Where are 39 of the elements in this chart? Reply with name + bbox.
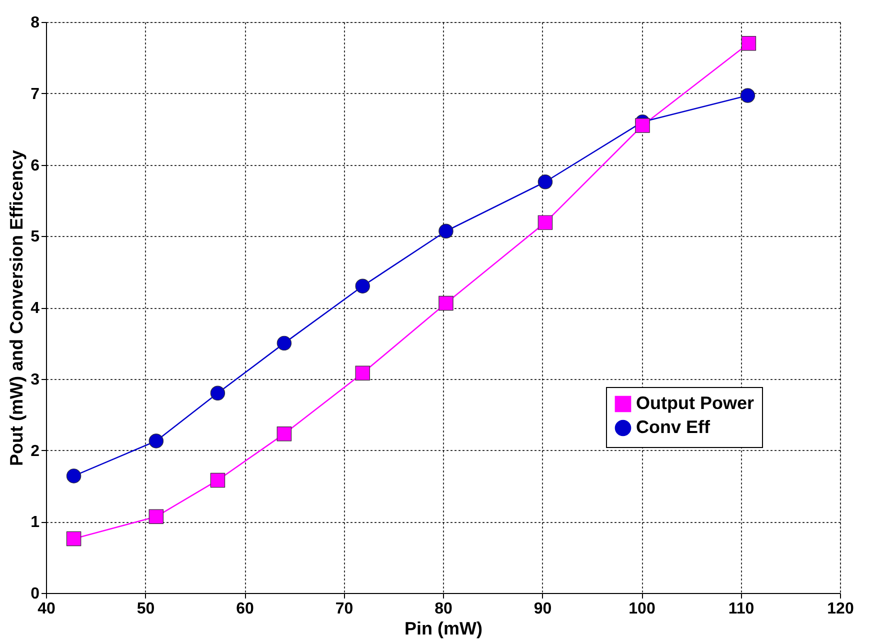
point: [210, 386, 226, 401]
point: [635, 118, 650, 133]
x-tick-label: 70: [335, 600, 354, 618]
point: [740, 88, 756, 103]
y-tick-label: 7: [30, 86, 40, 103]
x-tick-label: 110: [728, 600, 754, 618]
y-tick-label: 6: [30, 157, 40, 174]
point: [148, 509, 164, 524]
x-tick-label: 50: [136, 600, 155, 618]
y-tick-label: 3: [30, 371, 40, 388]
x-tick-label: 90: [534, 600, 552, 618]
x-tick-label: 40: [38, 600, 56, 618]
x-tick-label: 100: [628, 600, 656, 618]
point: [66, 468, 82, 484]
y-axis-title: Pout (mW) and Conversion Efficency: [6, 150, 27, 466]
point: [741, 36, 756, 51]
x-axis-title: Pin (mW): [404, 618, 482, 638]
x-tick-label: 120: [827, 600, 854, 618]
point: [438, 296, 454, 311]
y-tick-label: 5: [30, 228, 40, 246]
point: [66, 531, 82, 546]
x-tick-label: 80: [434, 600, 452, 618]
point: [355, 366, 370, 381]
legend-label: Conv Eff: [636, 417, 711, 437]
y-tick-label: 2: [30, 442, 40, 460]
point: [276, 336, 292, 351]
y-tick-label: 1: [30, 514, 40, 532]
legend-label: Output Power: [636, 393, 754, 413]
y-tick-label: 0: [30, 586, 40, 602]
point: [355, 278, 370, 294]
point: [210, 472, 226, 488]
y-tick-label: 4: [30, 300, 40, 317]
point: [538, 215, 553, 230]
y-tick-label: 8: [30, 14, 40, 32]
point: [538, 174, 553, 190]
point: [438, 224, 454, 238]
point: [276, 426, 292, 442]
x-tick-label: 60: [236, 600, 254, 618]
point: [148, 434, 164, 448]
